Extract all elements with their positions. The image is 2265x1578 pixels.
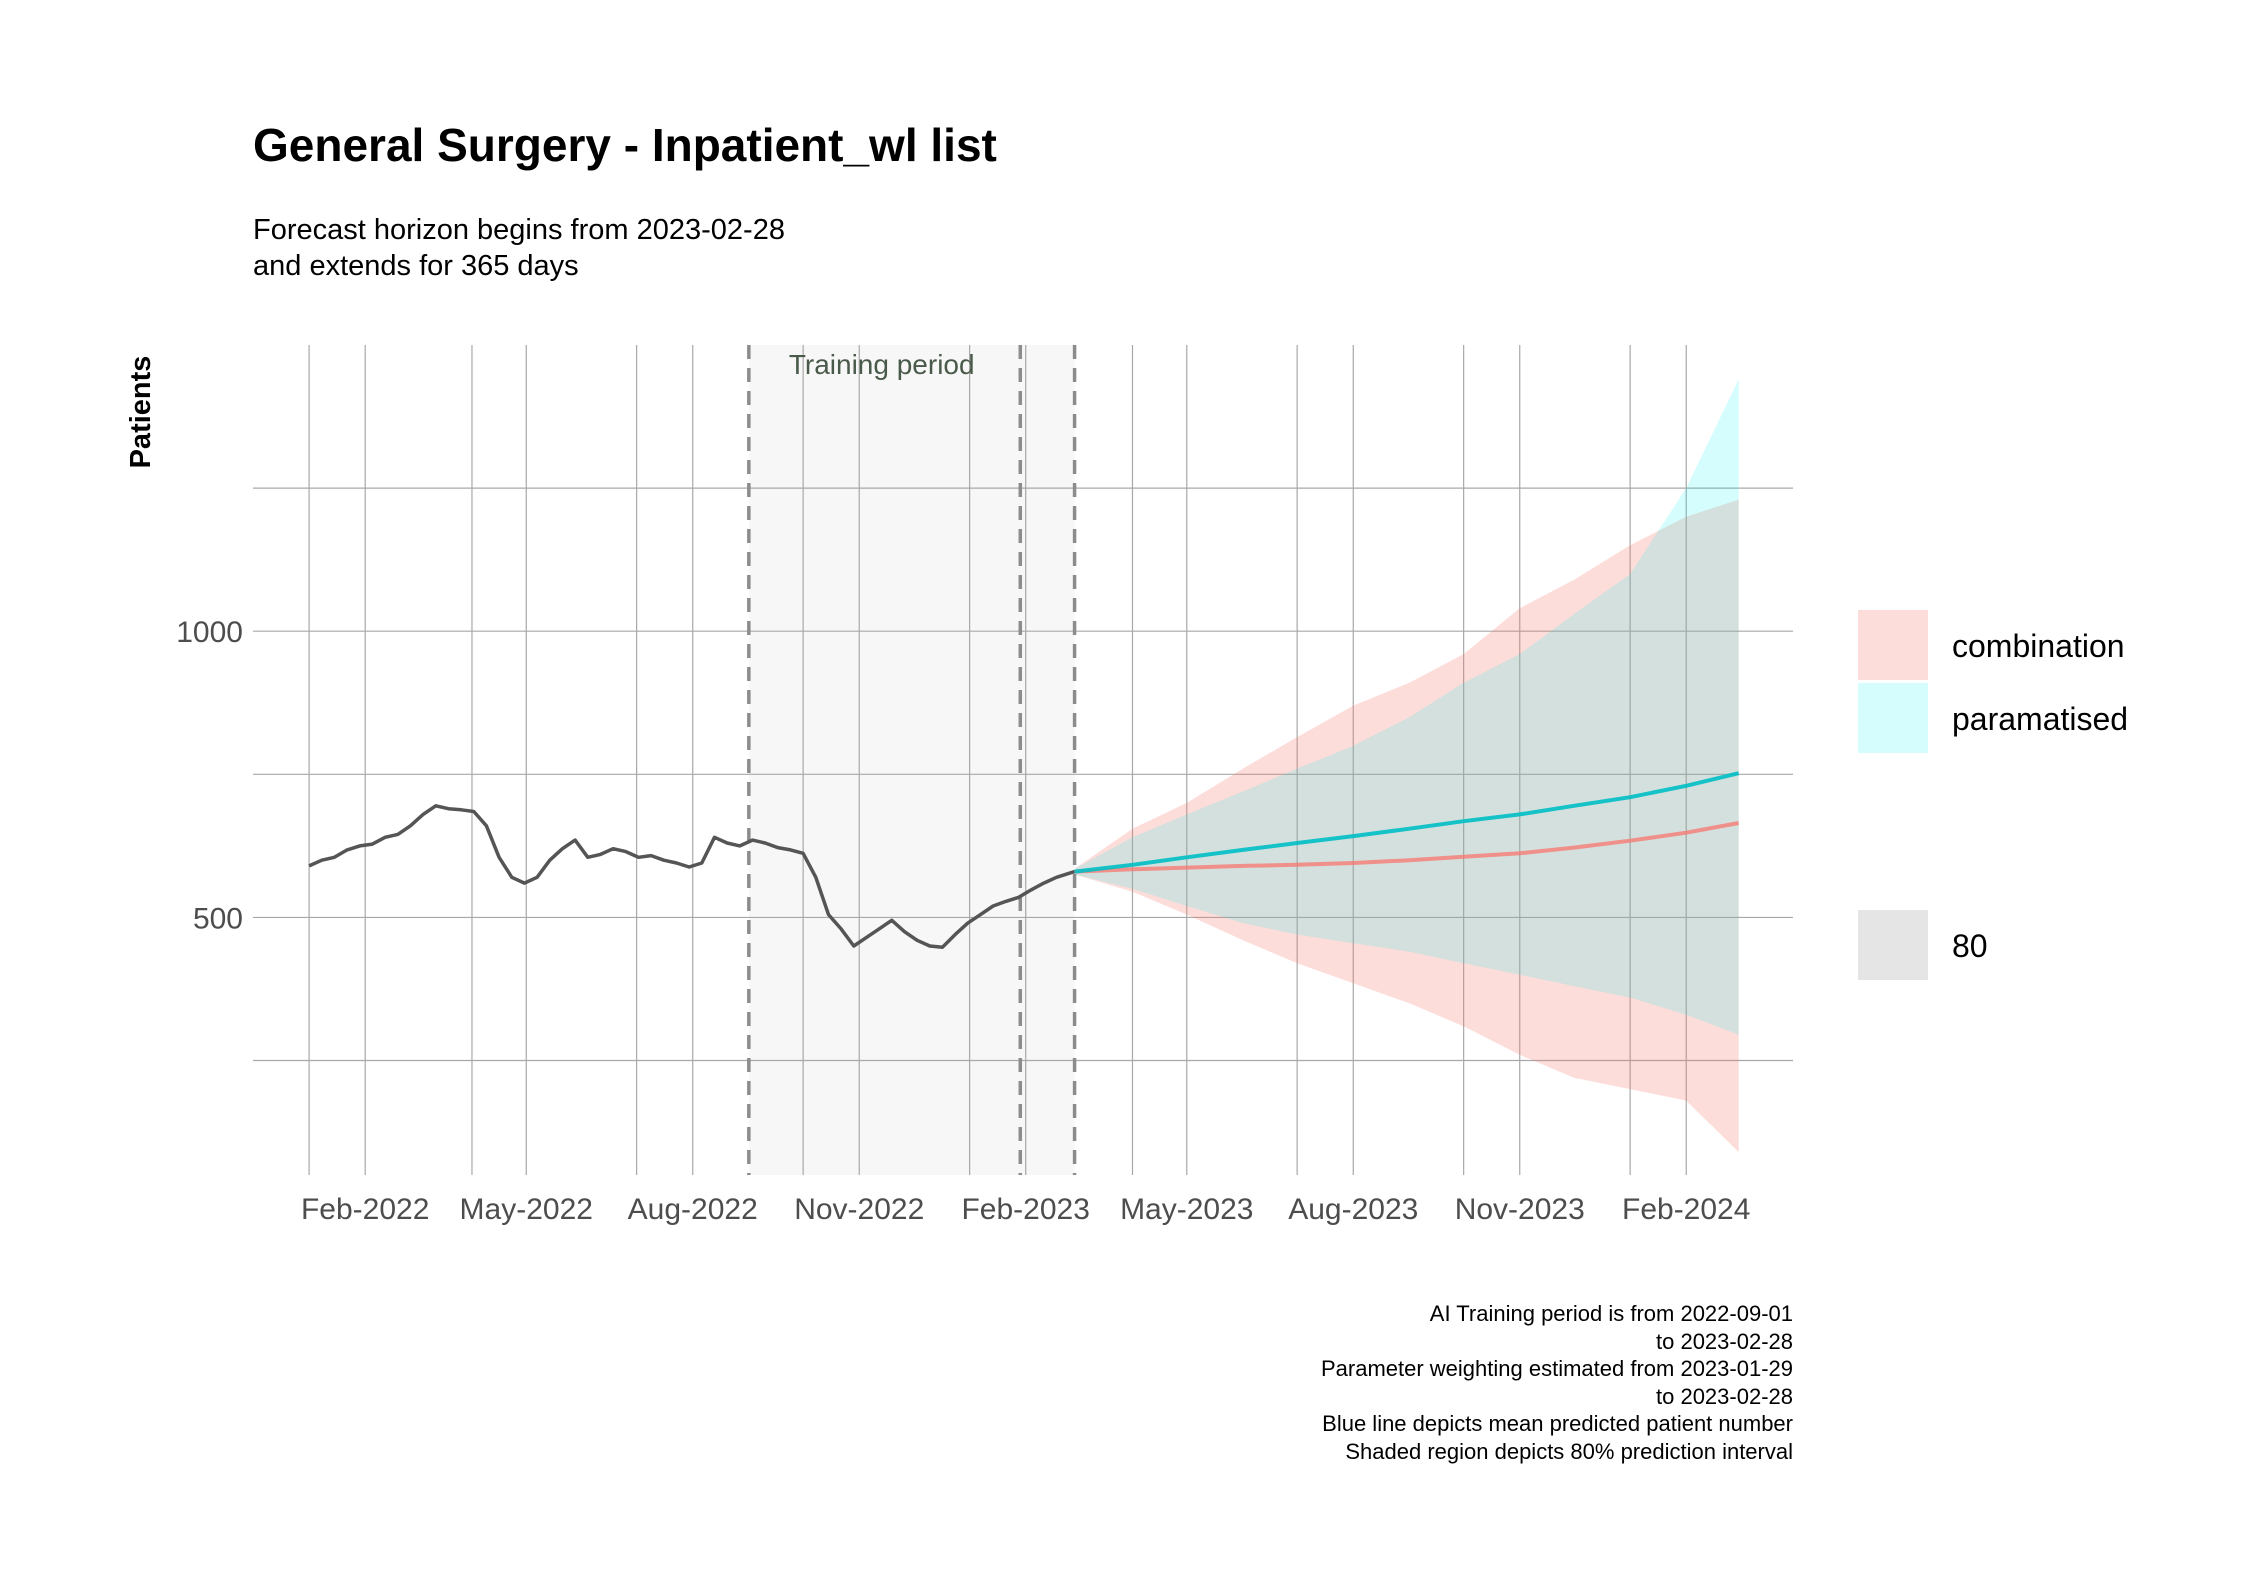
prediction-band-paramatised (1074, 379, 1739, 1035)
caption-line: to 2023-02-28 (1656, 1328, 1793, 1354)
legend-item-interval: 80 (1858, 910, 2265, 980)
x-tick-label: Aug-2022 (628, 1193, 758, 1226)
caption-line: AI Training period is from 2022-09-01 (1429, 1301, 1793, 1326)
legend-swatch-combination (1858, 610, 1928, 680)
subtitle-line: Forecast horizon begins from 2023-02-28 (253, 214, 785, 246)
legend-swatch-paramatised (1858, 683, 1928, 753)
training-period-label: Training period (789, 349, 975, 380)
legend-label-combination: combination (1952, 628, 2125, 664)
x-tick-label: Nov-2023 (1455, 1193, 1585, 1226)
x-tick-label: Feb-2023 (961, 1193, 1089, 1226)
legend-swatch-interval (1858, 910, 1928, 980)
x-tick-label: Aug-2023 (1288, 1193, 1418, 1226)
x-tick-label: May-2022 (460, 1193, 593, 1226)
legend-item-paramatised: paramatised (1858, 683, 2265, 753)
caption-line: to 2023-02-28 (1656, 1383, 1793, 1409)
chart-title: General Surgery - Inpatient_wl list (253, 119, 997, 171)
forecast-mean-line-combination (1074, 821, 1740, 874)
y-tick-label: 500 (193, 902, 243, 935)
chart-caption: AI Training period is from 2022-09-01 to… (1100, 1300, 1793, 1465)
legend-label-paramatised: paramatised (1952, 701, 2129, 737)
caption-line: Blue line depicts mean predicted patient… (1322, 1411, 1793, 1436)
x-tick-label: Feb-2024 (1622, 1193, 1750, 1226)
y-axis-label: Patients (125, 356, 157, 469)
legend-item-combination: combination (1858, 610, 2265, 680)
forecast-mean-line-paramatised (1074, 771, 1740, 874)
x-tick-label: May-2023 (1120, 1193, 1253, 1226)
x-tick-label: Feb-2022 (301, 1193, 429, 1226)
prediction-band-combination (1074, 499, 1739, 1153)
subtitle-line: and extends for 365 days (253, 250, 579, 282)
observed-line (308, 804, 1076, 949)
caption-line: Parameter weighting estimated from 2023-… (1320, 1356, 1793, 1381)
x-tick-label: Nov-2022 (794, 1193, 924, 1226)
chart-subtitle: Forecast horizon begins from 2023-02-28 … (253, 212, 785, 284)
caption-line: Shaded region depicts 80% prediction int… (1345, 1438, 1793, 1464)
legend-label-interval: 80 (1952, 928, 1988, 964)
y-tick-label: 1000 (176, 616, 243, 649)
